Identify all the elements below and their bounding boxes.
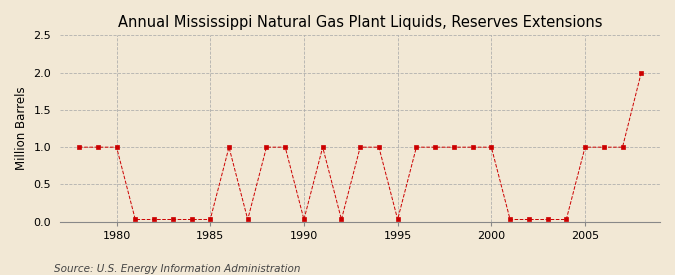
Title: Annual Mississippi Natural Gas Plant Liquids, Reserves Extensions: Annual Mississippi Natural Gas Plant Liq… <box>118 15 602 30</box>
Text: Source: U.S. Energy Information Administration: Source: U.S. Energy Information Administ… <box>54 264 300 274</box>
Y-axis label: Million Barrels: Million Barrels <box>15 87 28 170</box>
